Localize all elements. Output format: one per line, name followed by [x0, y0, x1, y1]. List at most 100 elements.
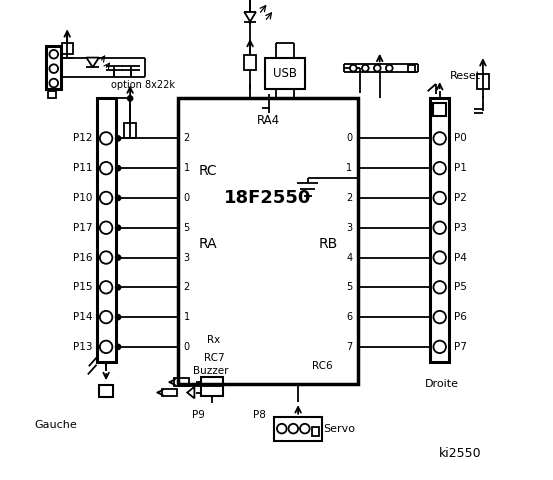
Text: 3: 3 [184, 252, 190, 263]
Circle shape [49, 50, 58, 59]
Text: P14: P14 [73, 312, 93, 322]
Text: USB: USB [273, 67, 297, 80]
Bar [174, 378, 189, 386]
Circle shape [386, 65, 393, 72]
Circle shape [116, 255, 121, 260]
Bar [408, 65, 415, 72]
Text: P4: P4 [454, 252, 467, 263]
Text: P17: P17 [73, 223, 93, 233]
Circle shape [374, 65, 380, 72]
Text: Rx: Rx [207, 335, 221, 345]
Text: 6: 6 [346, 312, 352, 322]
Text: P7: P7 [454, 342, 467, 352]
Bar [46, 46, 61, 89]
Text: P10: P10 [74, 193, 93, 203]
Text: RC6: RC6 [312, 361, 332, 371]
Text: P9: P9 [192, 410, 205, 420]
Text: RC7: RC7 [204, 353, 225, 362]
Bar [62, 43, 72, 54]
Text: 2: 2 [184, 282, 190, 292]
Circle shape [100, 252, 112, 264]
Bar [48, 91, 56, 98]
Text: 5: 5 [346, 282, 353, 292]
Text: RC: RC [199, 164, 217, 178]
Bar [264, 58, 305, 89]
Text: 2: 2 [184, 133, 190, 144]
Text: ki2550: ki2550 [439, 447, 481, 460]
Text: P3: P3 [454, 223, 467, 233]
Text: P5: P5 [454, 282, 467, 292]
Bar [162, 389, 176, 396]
Text: Gauche: Gauche [34, 420, 77, 430]
Text: option 8x22k: option 8x22k [111, 80, 175, 90]
Circle shape [434, 162, 446, 174]
Circle shape [100, 192, 112, 204]
Text: P0: P0 [454, 133, 467, 144]
Text: 0: 0 [184, 342, 190, 352]
Text: 1: 1 [184, 163, 190, 173]
Text: P12: P12 [73, 133, 93, 144]
Bar [477, 74, 489, 89]
Circle shape [434, 192, 446, 204]
Circle shape [277, 424, 286, 433]
Bar [434, 103, 446, 116]
Bar [124, 123, 136, 138]
Circle shape [289, 424, 298, 433]
Text: 3: 3 [346, 223, 352, 233]
Circle shape [434, 132, 446, 144]
Circle shape [100, 311, 112, 324]
Circle shape [434, 311, 446, 324]
Circle shape [49, 64, 58, 73]
Bar [178, 98, 358, 384]
Bar [430, 98, 449, 362]
Text: RB: RB [319, 237, 338, 251]
Text: P11: P11 [73, 163, 93, 173]
Text: 5: 5 [184, 223, 190, 233]
Text: Droite: Droite [425, 379, 459, 389]
Circle shape [116, 345, 121, 349]
Polygon shape [86, 58, 99, 67]
Bar [100, 385, 113, 397]
Circle shape [350, 65, 357, 72]
Text: Buzzer: Buzzer [194, 366, 229, 376]
Text: P13: P13 [73, 342, 93, 352]
Text: 1: 1 [346, 163, 352, 173]
Circle shape [100, 162, 112, 174]
Circle shape [116, 315, 121, 320]
Text: P15: P15 [73, 282, 93, 292]
Polygon shape [244, 12, 256, 22]
Text: RA: RA [199, 237, 217, 251]
Text: Servo: Servo [323, 424, 355, 433]
Circle shape [100, 132, 112, 144]
Text: 0: 0 [346, 133, 352, 144]
Circle shape [116, 195, 121, 200]
Circle shape [116, 225, 121, 230]
Bar [201, 377, 223, 396]
Polygon shape [187, 387, 195, 398]
Text: 2: 2 [346, 193, 353, 203]
Text: 7: 7 [346, 342, 353, 352]
Circle shape [49, 79, 58, 87]
Text: 1: 1 [184, 312, 190, 322]
Text: P8: P8 [253, 410, 266, 420]
Text: 18F2550: 18F2550 [225, 190, 312, 207]
Circle shape [116, 136, 121, 141]
Text: 0: 0 [184, 193, 190, 203]
Circle shape [434, 341, 446, 353]
Bar [311, 427, 319, 436]
Circle shape [434, 252, 446, 264]
Circle shape [128, 96, 133, 101]
Bar [244, 55, 256, 70]
Text: P6: P6 [454, 312, 467, 322]
Text: P2: P2 [454, 193, 467, 203]
Circle shape [434, 221, 446, 234]
Circle shape [300, 424, 310, 433]
Circle shape [100, 221, 112, 234]
Text: Reset: Reset [450, 71, 481, 81]
Bar [97, 98, 116, 362]
Text: 4: 4 [346, 252, 352, 263]
Text: P1: P1 [454, 163, 467, 173]
Circle shape [116, 285, 121, 290]
Circle shape [100, 281, 112, 294]
Text: P16: P16 [73, 252, 93, 263]
